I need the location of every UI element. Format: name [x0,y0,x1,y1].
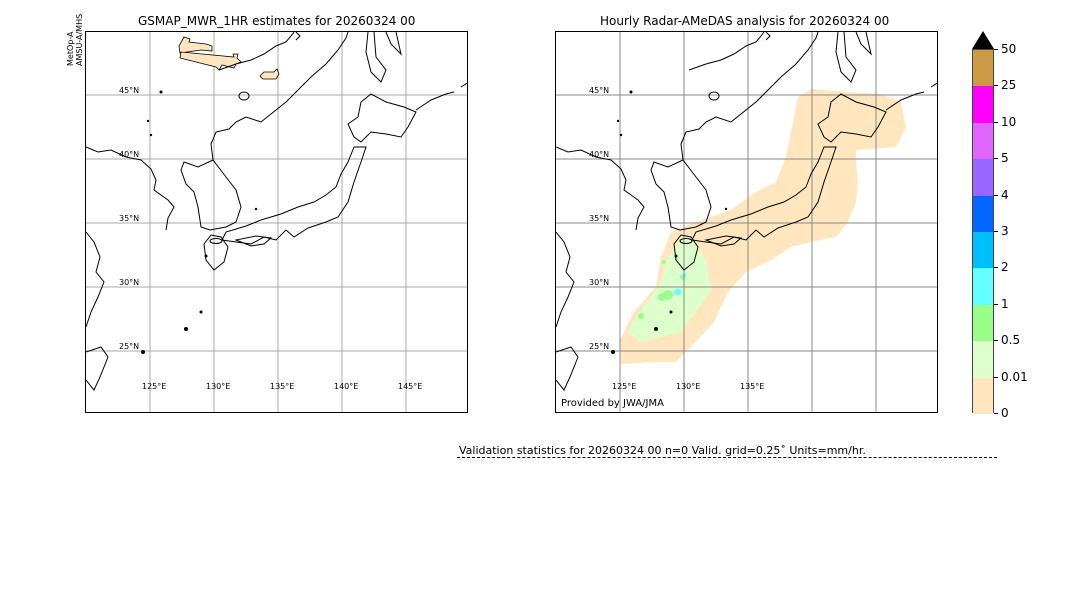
colorbar [972,49,994,414]
colorbar-tick [994,231,998,232]
right-map-panel: 45°N 40°N 35°N 30°N 25°N 125°E 130°E 135… [555,31,938,413]
colorbar-seg-10-25 [973,86,993,123]
lon-label-130e: 130°E [676,382,701,391]
coastlines [556,32,937,391]
colorbar-label-10: 10 [1001,115,1017,129]
left-map-title: GSMAP_MWR_1HR estimates for 20260324 00 [138,14,416,28]
colorbar-seg-3-4 [973,195,993,232]
lat-label-40n: 40°N [119,150,140,159]
colorbar-tick [994,158,998,159]
validation-statistics: Validation statistics for 20260324 00 n=… [459,444,866,457]
lon-label-125e: 125°E [142,382,167,391]
lat-label-30n: 30°N [589,278,610,287]
lat-label-40n: 40°N [589,150,610,159]
lon-label-125e: 125°E [612,382,637,391]
colorbar-seg-0p01-0p5 [973,341,993,378]
precip-1 [674,273,686,296]
sensor-name: AMSU-A/MHS [75,13,84,66]
colorbar-tick [994,122,998,123]
colorbar-label-0p5: 0.5 [1001,333,1021,347]
lon-label-140e: 140°E [334,382,359,391]
colorbar-tick [994,49,998,50]
graticule [86,32,467,412]
lat-label-25n: 25°N [119,342,140,351]
stats-divider [457,457,997,458]
lat-label-35n: 35°N [119,214,140,223]
left-map-canvas [86,32,467,412]
colorbar-label-25: 25 [1001,78,1017,92]
coastlines [86,32,467,391]
colorbar-label-2: 2 [1001,260,1009,274]
satellite-name: MetOp-A [66,31,75,66]
colorbar-label-50: 50 [1001,42,1017,56]
colorbar-tick [994,195,998,196]
colorbar-seg-4-5 [973,159,993,196]
lon-label-135e: 135°E [740,382,765,391]
colorbar-tick [994,85,998,86]
colorbar-seg-25-50 [973,50,993,87]
lat-label-45n: 45°N [589,86,610,95]
lat-label-30n: 30°N [119,278,140,287]
lat-label-35n: 35°N [589,214,610,223]
colorbar-seg-5-10 [973,122,993,160]
colorbar-label-1: 1 [1001,297,1009,311]
colorbar-label-3: 3 [1001,224,1009,238]
colorbar-extend-arrow [972,31,994,49]
colorbar-seg-1-2 [973,268,993,305]
small-islands [611,90,728,354]
colorbar-seg-2-3 [973,232,993,269]
colorbar-tick [994,267,998,268]
colorbar-seg-0-0p01 [973,377,993,414]
precip-patches [178,36,280,80]
precip-0p01 [628,237,711,342]
left-map-panel: 45°N 40°N 35°N 30°N 25°N 125°E 130°E 135… [85,31,468,413]
colorbar-label-0p01: 0.01 [1001,370,1028,384]
right-map-title: Hourly Radar-AMeDAS analysis for 2026032… [600,14,890,28]
colorbar-label-5: 5 [1001,151,1009,165]
graticule [556,32,937,412]
data-credit: Provided by JWA/JMA [561,398,664,409]
colorbar-tick [994,413,998,414]
colorbar-tick [994,304,998,305]
small-islands [141,90,258,354]
colorbar-label-4: 4 [1001,188,1009,202]
lat-label-25n: 25°N [589,342,610,351]
colorbar-label-0: 0 [1001,406,1009,420]
satellite-label: MetOp-A AMSU-A/MHS [66,14,84,66]
lat-label-45n: 45°N [119,86,140,95]
colorbar-tick [994,340,998,341]
right-map-canvas [556,32,937,412]
colorbar-seg-0p5-1 [973,304,993,342]
colorbar-tick [994,377,998,378]
lon-label-145e: 145°E [398,382,423,391]
lon-label-135e: 135°E [270,382,295,391]
lon-label-130e: 130°E [206,382,231,391]
